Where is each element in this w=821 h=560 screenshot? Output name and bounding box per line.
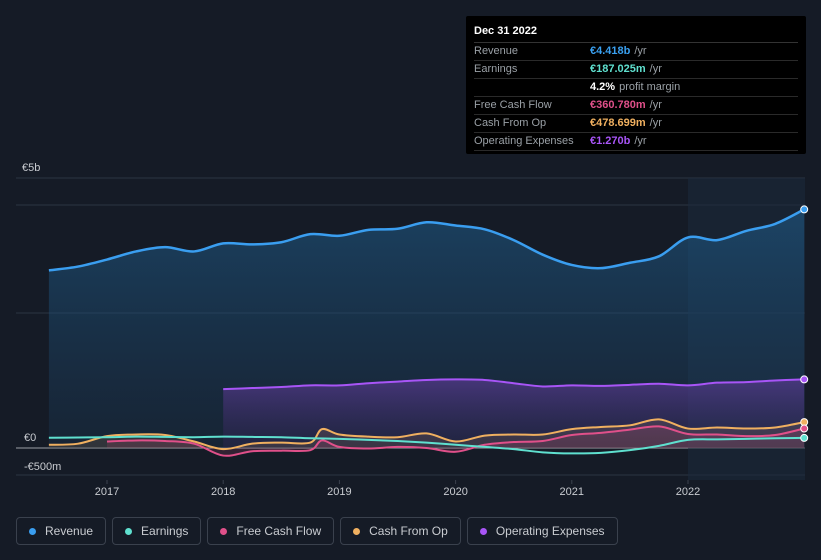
tooltip-unit: /yr [649, 63, 662, 75]
tooltip-label: Operating Expenses [474, 135, 574, 147]
free-cash-flow-endpoint [800, 424, 809, 433]
tooltip-value: €360.780m [590, 99, 646, 111]
tooltip-value: €1.270b [590, 135, 631, 147]
legend-item-cash-from-op[interactable]: Cash From Op [340, 517, 461, 545]
tooltip-label [474, 79, 590, 96]
legend-label: Revenue [45, 524, 94, 538]
series-lines [48, 208, 805, 457]
tooltip-date: Dec 31 2022 [474, 22, 798, 43]
series-endpoints [800, 205, 809, 442]
operating-expenses-endpoint [800, 375, 809, 384]
tooltip-row-free-cash-flow: Free Cash Flow €360.780m /yr [474, 97, 798, 115]
free-cash-flow-line [106, 425, 805, 457]
tooltip-label: Cash From Op [474, 117, 547, 129]
y-label-top: €5b [22, 162, 40, 174]
x-tick-label: 2019 [327, 486, 351, 498]
tooltip-value: 4.2% [590, 81, 616, 93]
revenue-line [48, 208, 805, 272]
x-tick-label: 2020 [443, 486, 467, 498]
tooltip-label: Revenue [474, 45, 519, 57]
legend-dot-icon [125, 527, 133, 535]
legend-item-earnings[interactable]: Earnings [112, 517, 202, 545]
tooltip-unit: /yr [649, 99, 662, 111]
earnings-endpoint [800, 433, 809, 442]
x-tick-label: 2017 [95, 486, 119, 498]
legend-label: Operating Expenses [495, 524, 605, 538]
y-label-zero: €0 [24, 432, 36, 444]
tooltip-unit: /yr [634, 45, 647, 57]
revenue-endpoint [800, 205, 809, 214]
legend-dot-icon [220, 527, 228, 535]
legend-item-free-cash-flow[interactable]: Free Cash Flow [207, 517, 335, 545]
tooltip-row-cash-from-op: Cash From Op €478.699m /yr [474, 115, 798, 133]
legend-label: Free Cash Flow [236, 524, 322, 538]
tooltip-unit: profit margin [619, 81, 681, 93]
tooltip-unit: /yr [649, 117, 662, 129]
legend-dot-icon [353, 527, 361, 535]
legend-item-operating-expenses[interactable]: Operating Expenses [466, 517, 618, 545]
earnings-line [48, 435, 805, 455]
tooltip-value: €478.699m [590, 117, 646, 129]
legend-item-revenue[interactable]: Revenue [16, 517, 107, 545]
tooltip-value: €187.025m [590, 63, 646, 75]
x-tick-label: 2018 [211, 486, 235, 498]
operating-expenses-line [223, 378, 805, 391]
legend-label: Cash From Op [369, 524, 448, 538]
tooltip-label: Free Cash Flow [474, 99, 552, 111]
tooltip-value: €4.418b [590, 45, 631, 57]
legend: Revenue Earnings Free Cash Flow Cash Fro… [16, 517, 618, 545]
x-axis-ticks: 2017 2018 2019 2020 2021 2022 [95, 480, 700, 498]
y-label-bottom: -€500m [24, 461, 61, 473]
tooltip-row-earnings: Earnings €187.025m /yr [474, 61, 798, 79]
free-cash-flow-area [107, 426, 805, 456]
tooltip-row-revenue: Revenue €4.418b /yr [474, 43, 798, 61]
x-tick-label: 2021 [560, 486, 584, 498]
tooltip: Dec 31 2022 Revenue €4.418b /yr Earnings… [466, 16, 806, 154]
tooltip-unit: /yr [634, 135, 647, 147]
legend-dot-icon [479, 527, 487, 535]
tooltip-label: Earnings [474, 63, 518, 75]
legend-dot-icon [29, 527, 36, 535]
legend-label: Earnings [141, 524, 189, 538]
tooltip-row-operating-expenses: Operating Expenses €1.270b /yr [474, 133, 798, 151]
operating-expenses-area [223, 379, 805, 448]
x-tick-label: 2022 [676, 486, 700, 498]
tooltip-row-margin: 4.2% profit margin [474, 79, 798, 97]
